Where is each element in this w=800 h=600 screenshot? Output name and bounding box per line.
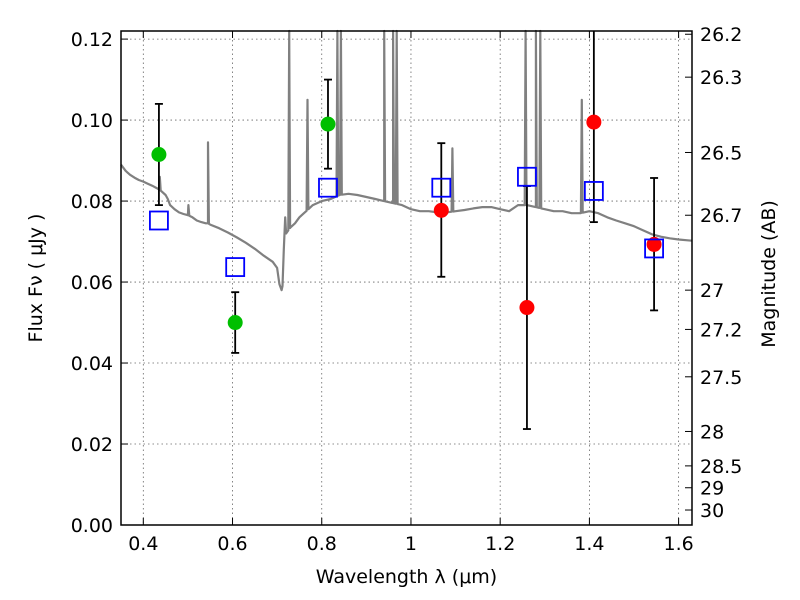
model-spectrum-line (120, 29, 693, 292)
y-tick-label: 0.06 (71, 272, 113, 294)
y-tick-label: 0.04 (71, 353, 113, 375)
data-point-circle (519, 300, 535, 316)
y2-tick-label: 29 (700, 478, 724, 500)
data-point-circle (320, 116, 336, 132)
y-tick-label: 0.08 (71, 191, 113, 213)
y2-tick-label: 28.5 (700, 456, 742, 478)
y-tick-label: 0.10 (71, 110, 113, 132)
x-tick-label: 0.6 (217, 533, 247, 555)
y2-tick-label: 26.5 (700, 142, 742, 164)
data-point-circle (646, 236, 662, 252)
y2-tick-label: 30 (700, 500, 724, 522)
data-point-square (318, 177, 338, 198)
y-tick-label: 0.02 (71, 434, 113, 456)
y2-axis-title: Magnitude (AB) (758, 200, 780, 348)
plot-frame (120, 30, 693, 526)
axis-ticks: 0.4 0.6 0.8 1 1.2 1.4 1.6 0.00 0.02 0.04 0.06 0.08 0… (71, 24, 743, 555)
y2-tick-label: 28 (700, 421, 724, 443)
x-tick-label: 0.4 (128, 533, 158, 555)
y2-tick-label: 26.3 (700, 67, 742, 89)
grid-lines (121, 31, 692, 526)
data-point-circle (433, 202, 449, 218)
y2-tick-label: 27 (700, 280, 724, 302)
data-points (149, 31, 664, 430)
data-point-square (149, 210, 169, 231)
y-axis-title: Flux Fν ( μJy ) (25, 214, 47, 343)
x-tick-label: 1.6 (664, 533, 694, 555)
x-axis-title: Wavelength λ (μm) (316, 566, 497, 588)
data-point-square (431, 177, 452, 198)
x-tick-label: 1.4 (574, 533, 604, 555)
y2-tick-label: 27.2 (700, 319, 742, 341)
x-tick-label: 1 (405, 533, 417, 555)
y2-tick-label: 26.2 (700, 24, 742, 46)
data-point-square (517, 166, 537, 187)
data-point-circle (586, 114, 602, 130)
y2-tick-label: 27.5 (700, 367, 742, 389)
data-point-circle (227, 315, 243, 331)
y-tick-label: 0.12 (71, 29, 113, 51)
x-tick-label: 1.2 (485, 533, 515, 555)
data-point-square (225, 257, 246, 277)
x-tick-label: 0.8 (307, 533, 337, 555)
model-spectrum (120, 29, 693, 292)
y-tick-label: 0.00 (71, 515, 113, 537)
data-point-square (583, 181, 604, 201)
data-point-circle (151, 147, 167, 162)
data-point-square (644, 238, 664, 259)
y2-tick-label: 26.7 (700, 205, 742, 227)
